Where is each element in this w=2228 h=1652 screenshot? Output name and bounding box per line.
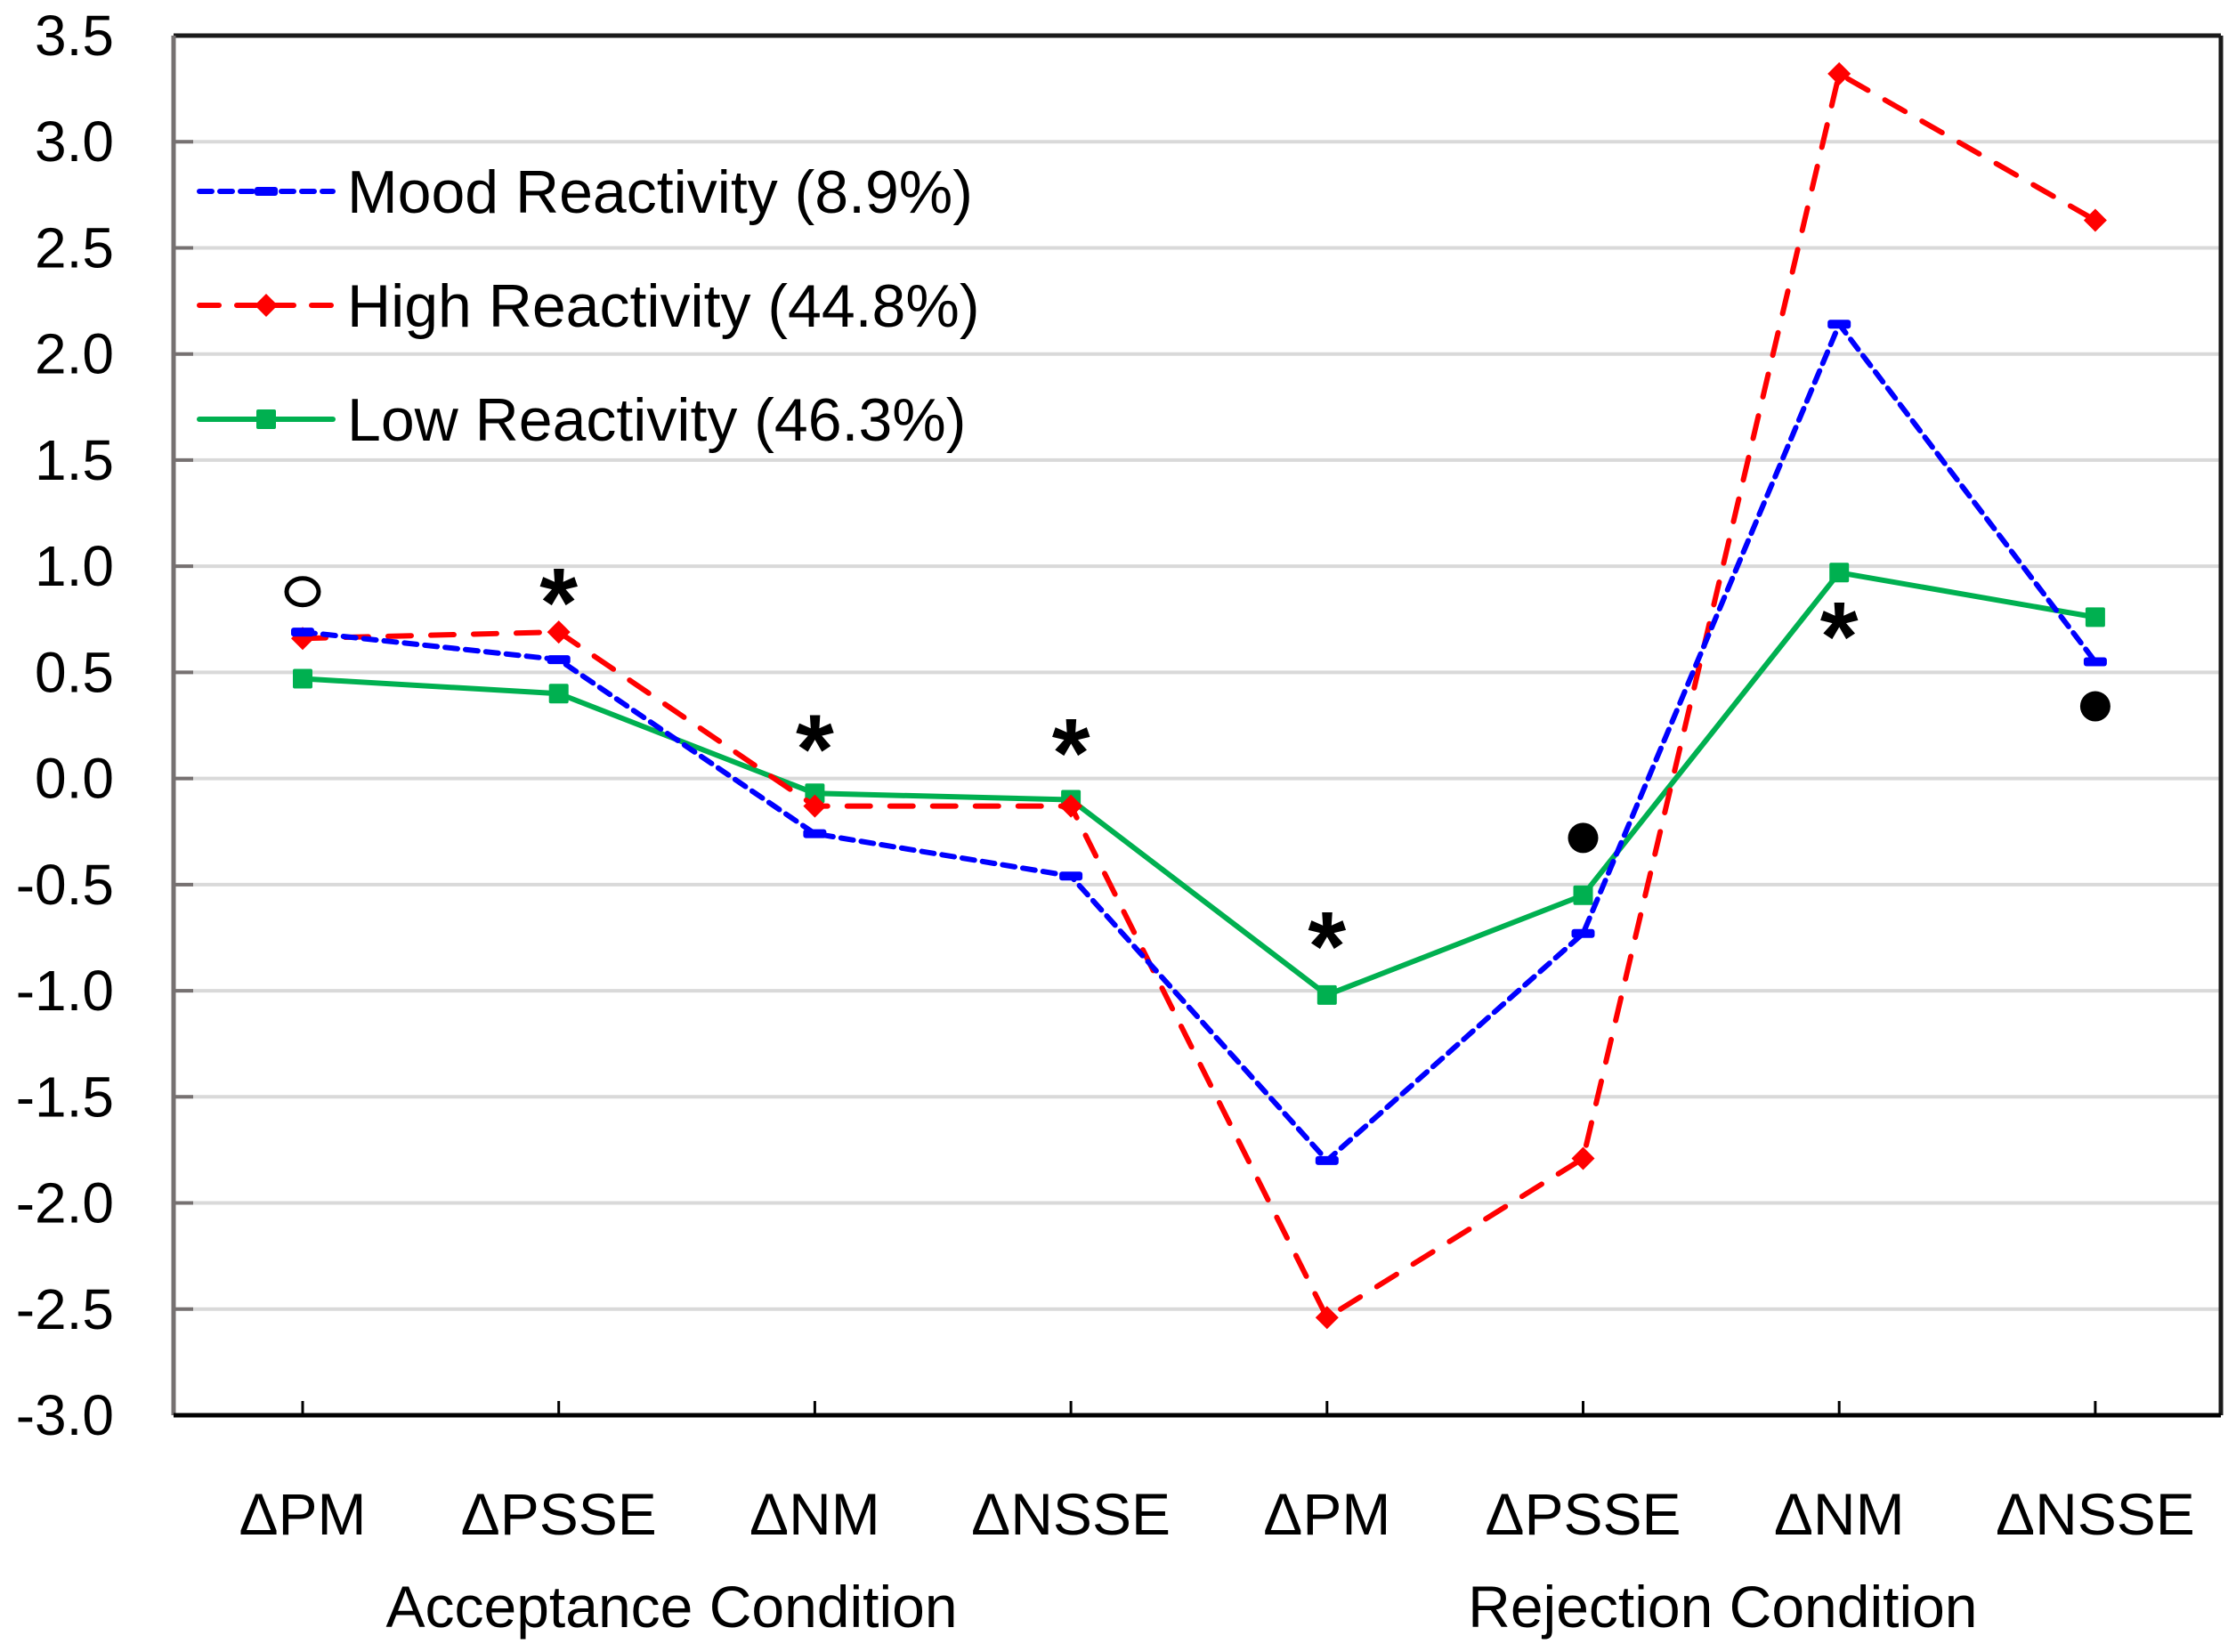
dash-marker — [803, 829, 827, 838]
asterisk-annotation-icon: * — [539, 548, 578, 658]
y-tick-label: 3.5 — [35, 4, 114, 68]
dash-marker — [1315, 1155, 1339, 1165]
y-tick-label: -1.0 — [16, 959, 114, 1023]
x-group-label: Acceptance Condition — [386, 1574, 958, 1640]
dash-marker — [1571, 928, 1595, 938]
square-marker — [293, 668, 312, 689]
legend-item: High Reactivity (44.8%) — [197, 272, 979, 340]
diamond-marker — [255, 294, 278, 317]
diamond-marker — [1571, 1146, 1595, 1170]
open-circle-annotation-icon — [284, 576, 321, 608]
series-diamond — [291, 61, 2107, 1330]
dash-marker — [1827, 320, 1851, 329]
x-category-label: ΔPM — [239, 1481, 366, 1547]
square-marker — [1829, 563, 1850, 583]
diamond-marker — [1315, 1306, 1339, 1330]
diamond-marker — [1059, 794, 1083, 818]
gridlines — [174, 34, 2221, 1417]
y-tick-label: 1.0 — [35, 534, 114, 598]
y-tick-label: 2.5 — [35, 215, 114, 279]
significance-annotations: * * * * * — [284, 548, 2111, 1001]
y-tick-label: -2.5 — [16, 1277, 114, 1341]
y-tick-label: -1.5 — [16, 1065, 114, 1129]
y-tick-label: 0.0 — [35, 747, 114, 811]
filled-circle-annotation-icon — [1568, 822, 1599, 854]
x-category-label: ΔPSSE — [1485, 1481, 1681, 1547]
legend-label: High Reactivity (44.8%) — [347, 272, 979, 340]
legend: Mood Reactivity (8.9%) High Reactivity (4… — [197, 158, 979, 454]
asterisk-annotation-icon: * — [1820, 582, 1859, 692]
x-category-label: ΔNM — [1774, 1481, 1905, 1547]
plot-frame — [171, 33, 2224, 1418]
diamond-marker — [2083, 208, 2107, 232]
y-tick-label: 1.5 — [35, 428, 114, 492]
series-dash — [291, 320, 2107, 1165]
x-category-label: ΔNM — [749, 1481, 880, 1547]
diamond-marker — [803, 794, 827, 818]
asterisk-annotation-icon: * — [796, 694, 834, 804]
dash-marker — [1059, 871, 1083, 881]
y-tick-label: 3.0 — [35, 109, 114, 174]
data-series — [291, 61, 2107, 1330]
x-axis-category-labels: ΔPM ΔPSSE ΔNM ΔNSSE ΔPM ΔPSSE ΔNM ΔNSSE — [239, 1481, 2194, 1547]
series-line — [300, 570, 2098, 998]
diamond-marker — [1827, 61, 1851, 85]
y-tick-label: -3.0 — [16, 1383, 114, 1447]
x-category-label: ΔNSSE — [1996, 1481, 2195, 1547]
x-category-label: ΔPSSE — [461, 1481, 657, 1547]
x-category-label: ΔNSSE — [971, 1481, 1171, 1547]
dash-marker — [255, 187, 278, 196]
legend-label: Mood Reactivity (8.9%) — [347, 158, 973, 226]
y-tick-label: -0.5 — [16, 853, 114, 917]
y-tick-label: 2.0 — [35, 322, 114, 386]
square-marker — [548, 684, 569, 704]
legend-label: Low Reactivity (46.3%) — [347, 386, 966, 454]
asterisk-annotation-icon: * — [1308, 892, 1346, 1001]
y-axis-tick-labels: 3.5 3.0 2.5 2.0 1.5 1.0 0.5 0.0 -0.5 -1.0 -1.5 -2.0… — [16, 4, 114, 1447]
square-marker — [1317, 984, 1337, 1005]
asterisk-annotation-icon: * — [1052, 699, 1090, 808]
series-line — [300, 321, 2098, 1163]
dash-marker — [2083, 657, 2107, 667]
diamond-marker — [547, 620, 571, 644]
x-group-label: Rejection Condition — [1468, 1574, 1977, 1640]
series-line — [300, 70, 2098, 1321]
dash-marker — [291, 628, 314, 637]
dash-marker — [547, 655, 571, 665]
x-axis-group-labels: Acceptance Condition Rejection Condition — [386, 1574, 1978, 1640]
x-category-label: ΔPM — [1263, 1481, 1390, 1547]
legend-item: Low Reactivity (46.3%) — [197, 386, 966, 454]
y-tick-label: -2.0 — [16, 1171, 114, 1235]
legend-item: Mood Reactivity (8.9%) — [197, 158, 973, 226]
square-marker — [805, 783, 825, 804]
square-marker — [256, 409, 276, 429]
filled-circle-annotation-icon — [2079, 691, 2111, 722]
square-marker — [2085, 607, 2105, 628]
series-square — [293, 563, 2105, 1005]
square-marker — [1573, 885, 1593, 905]
y-tick-label: 0.5 — [35, 640, 114, 704]
